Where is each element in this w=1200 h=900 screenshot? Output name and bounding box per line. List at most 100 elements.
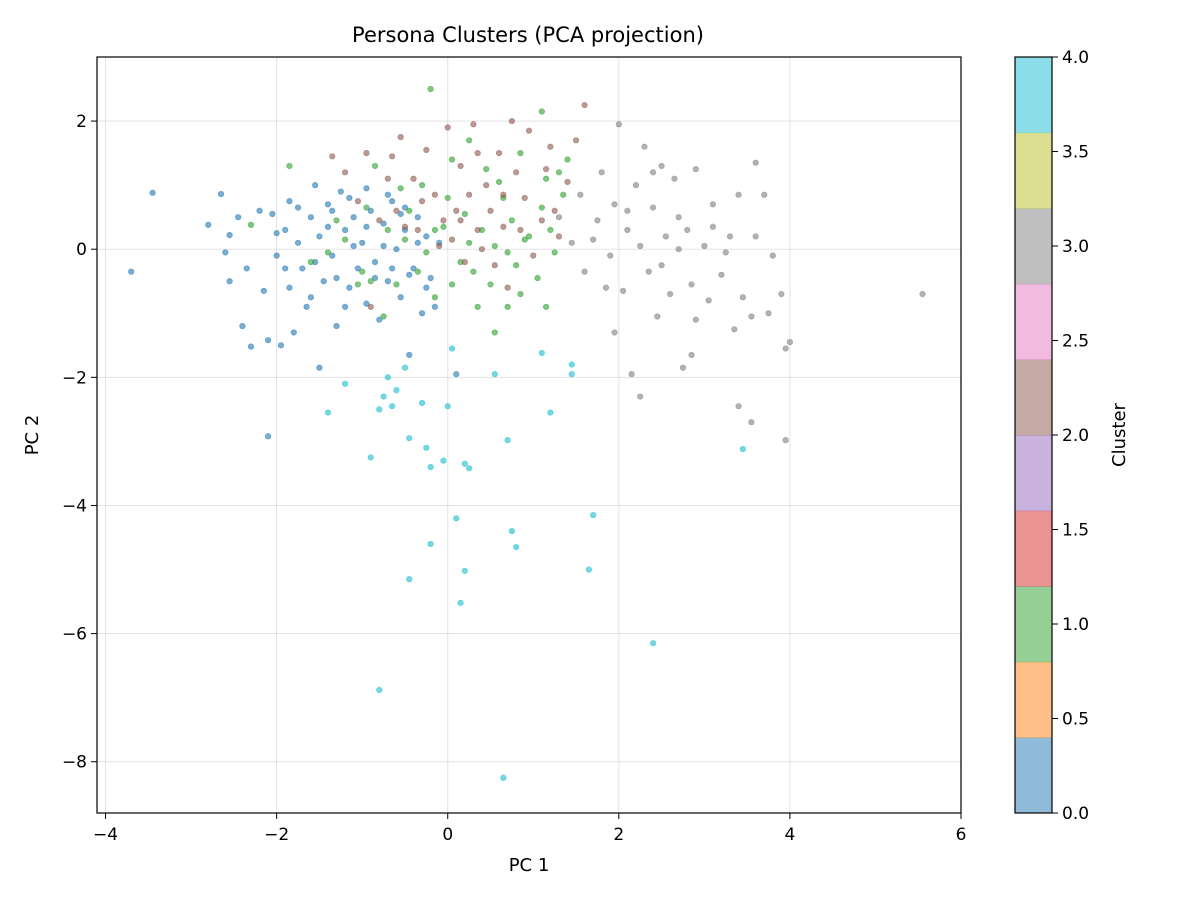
data-point-cluster-3 bbox=[611, 329, 618, 336]
data-point-cluster-2 bbox=[363, 150, 370, 157]
data-point-cluster-3 bbox=[748, 419, 755, 426]
data-point-cluster-3 bbox=[555, 214, 563, 221]
data-point-cluster-3 bbox=[637, 242, 644, 250]
data-point-cluster-0 bbox=[256, 207, 263, 214]
data-point-cluster-4 bbox=[376, 686, 383, 694]
data-point-cluster-4 bbox=[649, 640, 657, 647]
data-point-cluster-4 bbox=[585, 566, 592, 573]
data-point-cluster-1 bbox=[538, 108, 545, 115]
plot-frame bbox=[96, 56, 962, 814]
data-point-cluster-0 bbox=[320, 278, 327, 285]
data-point-cluster-4 bbox=[406, 576, 413, 583]
data-point-cluster-0 bbox=[346, 194, 353, 202]
data-point-cluster-2 bbox=[410, 175, 417, 182]
data-point-cluster-3 bbox=[662, 233, 669, 240]
y-tick-label: −6 bbox=[62, 625, 87, 645]
data-point-cluster-0 bbox=[380, 242, 387, 250]
data-point-cluster-2 bbox=[401, 223, 409, 230]
data-point-cluster-2 bbox=[393, 207, 400, 214]
data-point-cluster-2 bbox=[397, 133, 404, 141]
x-tick-label: 6 bbox=[956, 825, 967, 845]
chart-title: Persona Clusters (PCA projection) bbox=[352, 23, 704, 47]
data-point-cluster-3 bbox=[735, 191, 742, 198]
y-tick-label: 2 bbox=[76, 112, 87, 132]
y-axis-ticks: −8 −6 −4 −2 0 2 bbox=[62, 112, 97, 773]
data-point-cluster-2 bbox=[453, 207, 460, 214]
data-point-cluster-2 bbox=[470, 121, 477, 128]
data-point-cluster-2 bbox=[341, 169, 349, 176]
data-point-cluster-0 bbox=[205, 221, 212, 228]
data-point-cluster-1 bbox=[564, 156, 571, 163]
data-point-cluster-2 bbox=[508, 117, 515, 125]
data-point-cluster-0 bbox=[260, 287, 267, 294]
data-point-cluster-0 bbox=[414, 239, 421, 246]
data-point-cluster-0 bbox=[410, 265, 417, 272]
data-point-cluster-0 bbox=[337, 188, 344, 195]
data-point-cluster-4 bbox=[384, 374, 391, 381]
data-point-cluster-1 bbox=[487, 281, 494, 288]
data-point-cluster-3 bbox=[731, 326, 738, 333]
data-point-cluster-4 bbox=[367, 454, 374, 461]
colorbar-band bbox=[1015, 359, 1052, 436]
data-point-cluster-1 bbox=[483, 166, 490, 173]
data-point-cluster-2 bbox=[521, 194, 528, 202]
data-point-cluster-0 bbox=[414, 214, 421, 221]
data-point-cluster-1 bbox=[543, 175, 550, 182]
data-point-cluster-0 bbox=[393, 246, 400, 253]
data-point-cluster-3 bbox=[624, 207, 631, 214]
data-point-cluster-1 bbox=[461, 210, 468, 218]
data-point-cluster-2 bbox=[474, 150, 481, 157]
data-point-cluster-3 bbox=[649, 204, 657, 211]
data-point-cluster-4 bbox=[406, 435, 413, 442]
data-point-cluster-4 bbox=[508, 528, 515, 535]
data-point-cluster-0 bbox=[427, 274, 434, 282]
data-point-cluster-4 bbox=[739, 445, 746, 453]
data-point-cluster-3 bbox=[619, 287, 627, 294]
data-point-cluster-3 bbox=[568, 239, 575, 246]
y-tick-label: −2 bbox=[62, 368, 87, 388]
data-point-cluster-1 bbox=[555, 169, 563, 176]
y-tick-label: 0 bbox=[76, 240, 87, 260]
data-point-cluster-2 bbox=[389, 153, 396, 160]
data-point-cluster-2 bbox=[431, 191, 439, 198]
data-point-cluster-0 bbox=[453, 371, 460, 378]
data-point-cluster-3 bbox=[726, 233, 734, 240]
data-point-cluster-3 bbox=[765, 310, 772, 317]
data-point-cluster-4 bbox=[427, 463, 434, 471]
data-point-cluster-2 bbox=[513, 169, 520, 176]
data-point-cluster-4 bbox=[376, 406, 383, 413]
data-point-cluster-2 bbox=[457, 217, 464, 224]
data-point-cluster-1 bbox=[466, 239, 473, 246]
data-point-cluster-0 bbox=[350, 242, 357, 250]
data-point-cluster-0 bbox=[384, 278, 391, 285]
colorbar-tick-label: 4.0 bbox=[1062, 48, 1089, 68]
data-point-cluster-0 bbox=[359, 239, 366, 246]
colorbar-tick-label: 3.0 bbox=[1062, 237, 1089, 257]
data-point-cluster-1 bbox=[495, 178, 503, 186]
data-point-cluster-4 bbox=[389, 403, 396, 410]
colorbar-band bbox=[1015, 586, 1052, 663]
data-point-cluster-1 bbox=[359, 268, 366, 275]
data-point-cluster-3 bbox=[782, 437, 789, 444]
data-point-cluster-2 bbox=[423, 146, 430, 153]
data-point-cluster-3 bbox=[786, 339, 794, 346]
data-point-cluster-3 bbox=[581, 268, 588, 275]
data-point-cluster-0 bbox=[324, 223, 332, 230]
data-point-cluster-2 bbox=[474, 226, 481, 234]
data-point-cluster-1 bbox=[521, 236, 528, 243]
data-points bbox=[128, 85, 926, 781]
data-point-cluster-2 bbox=[440, 217, 447, 224]
data-point-cluster-4 bbox=[590, 511, 597, 519]
data-point-cluster-3 bbox=[645, 268, 652, 275]
colorbar-tick-label: 0.0 bbox=[1062, 804, 1089, 824]
data-point-cluster-2 bbox=[543, 166, 550, 173]
data-point-cluster-2 bbox=[500, 223, 507, 230]
data-point-cluster-0 bbox=[149, 189, 156, 196]
x-tick-label: 2 bbox=[613, 825, 624, 845]
data-point-cluster-0 bbox=[401, 204, 409, 211]
data-point-cluster-0 bbox=[299, 265, 306, 272]
data-point-cluster-2 bbox=[444, 124, 451, 131]
data-point-cluster-1 bbox=[491, 242, 498, 250]
data-point-cluster-3 bbox=[611, 201, 618, 208]
data-point-cluster-3 bbox=[709, 201, 717, 208]
